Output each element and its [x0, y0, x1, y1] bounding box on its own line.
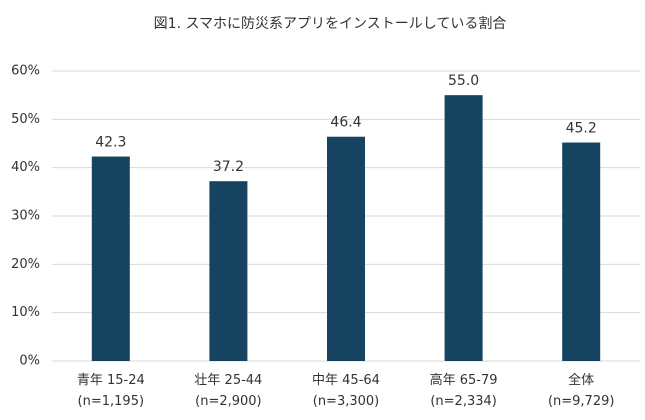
y-tick-label: 50%	[11, 112, 40, 127]
bar	[562, 142, 601, 361]
x-tick-label: 中年 45-64 (n=3,300)	[312, 373, 380, 409]
y-tick-label: 20%	[11, 257, 40, 272]
y-tick-label: 60%	[11, 64, 40, 79]
x-tick-label: 壮年 25-44 (n=2,900)	[194, 373, 263, 409]
y-tick-label: 10%	[11, 305, 40, 320]
value-label: 45.2	[566, 121, 597, 137]
x-tick-label: 高年 65-79 (n=2,334)	[429, 373, 498, 409]
bar	[209, 181, 248, 361]
value-label: 46.4	[330, 115, 361, 131]
bar	[444, 95, 483, 362]
y-tick-label: 30%	[11, 209, 40, 224]
x-tick-label: 青年 15-24 (n=1,195)	[76, 373, 145, 409]
y-tick-label: 40%	[11, 160, 40, 175]
x-tick-label: 全体 (n=9,729)	[547, 373, 615, 409]
value-label: 42.3	[95, 135, 126, 151]
bar	[327, 136, 365, 361]
chart-title: 図1. スマホに防災系アプリをインストールしている割合	[154, 15, 507, 32]
bar	[91, 156, 130, 361]
y-tick-label: 0%	[19, 354, 40, 369]
value-label: 37.2	[213, 159, 244, 175]
value-label: 55.0	[448, 73, 479, 89]
